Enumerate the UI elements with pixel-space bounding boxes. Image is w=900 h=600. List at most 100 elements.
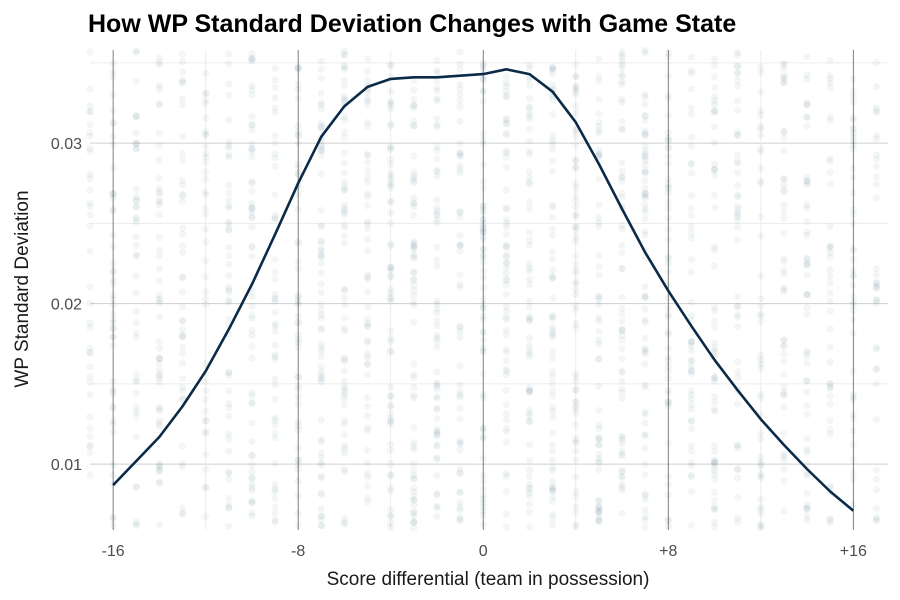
scatter-point	[525, 508, 534, 517]
scatter-point	[317, 512, 325, 520]
scatter-point	[687, 425, 695, 433]
scatter-point	[595, 317, 603, 325]
scatter-point	[803, 410, 811, 418]
scatter-point	[572, 291, 580, 299]
scatter-point	[687, 405, 695, 413]
scatter-point	[155, 366, 163, 374]
scatter-point	[641, 381, 649, 389]
scatter-point	[271, 215, 279, 223]
scatter-point	[132, 193, 140, 201]
scatter-point	[271, 485, 279, 493]
scatter-point	[86, 363, 94, 371]
scatter-point	[433, 431, 441, 439]
scatter-point	[363, 67, 372, 76]
scatter-point	[618, 177, 626, 186]
reference-lines-layer	[112, 50, 854, 530]
scatter-point	[641, 130, 649, 138]
scatter-point	[317, 57, 325, 65]
scatter-point	[456, 241, 464, 249]
scatter-point	[178, 190, 187, 198]
scatter-point	[710, 475, 719, 483]
scatter-point	[525, 473, 534, 481]
scatter-point	[872, 151, 881, 159]
scatter-point	[456, 488, 464, 496]
scatter-point	[155, 462, 163, 470]
scatter-point	[872, 284, 881, 292]
scatter-point	[271, 434, 279, 442]
scatter-point	[757, 88, 765, 96]
scatter-point	[780, 508, 788, 516]
scatter-point	[433, 429, 441, 437]
scatter-point	[780, 336, 788, 344]
scatter-point	[872, 271, 881, 279]
scatter-point	[525, 500, 534, 509]
scatter-point	[387, 181, 395, 189]
scatter-point	[525, 492, 534, 500]
scatter-point	[595, 503, 603, 512]
scatter-point	[317, 65, 325, 73]
scatter-point	[687, 417, 695, 425]
scatter-point	[826, 289, 834, 297]
scatter-point	[410, 424, 418, 432]
scatter-point	[317, 324, 325, 332]
scatter-point	[572, 102, 580, 110]
scatter-point	[433, 309, 441, 317]
scatter-point	[363, 151, 372, 159]
scatter-point	[710, 317, 719, 325]
scatter-point	[155, 211, 163, 219]
scatter-point	[248, 208, 256, 216]
scatter-point	[502, 147, 510, 156]
scatter-point	[572, 84, 580, 92]
scatter-point	[225, 220, 233, 228]
scatter-point	[710, 303, 719, 312]
scatter-point	[271, 503, 279, 511]
scatter-point	[132, 215, 140, 223]
scatter-point	[687, 521, 695, 530]
scatter-point	[155, 296, 163, 304]
scatter-point	[410, 518, 418, 526]
scatter-point	[710, 100, 719, 108]
scatter-point	[803, 377, 811, 385]
scatter-point	[387, 172, 395, 181]
scatter-point	[502, 367, 510, 375]
scatter-point	[317, 105, 325, 113]
scatter-point	[502, 116, 510, 124]
scatter-point	[872, 475, 881, 483]
scatter-point	[248, 57, 256, 65]
scatter-point	[502, 487, 510, 496]
scatter-point	[387, 471, 395, 479]
scatter-point	[641, 153, 649, 161]
scatter-point	[525, 417, 534, 425]
scatter-point	[456, 515, 464, 523]
scatter-point	[502, 72, 510, 80]
scatter-point	[410, 122, 418, 130]
scatter-point	[780, 229, 788, 237]
scatter-point	[525, 137, 534, 145]
scatter-point	[410, 276, 418, 284]
scatter-point	[433, 172, 441, 180]
scatter-point	[572, 164, 580, 172]
scatter-point	[202, 512, 210, 520]
scatter-point	[595, 72, 603, 80]
scatter-point	[641, 294, 649, 302]
scatter-point	[826, 272, 834, 281]
scatter-point	[363, 412, 372, 420]
scatter-point	[271, 295, 279, 303]
scatter-point	[687, 447, 695, 455]
scatter-point	[687, 366, 695, 375]
scatter-point	[456, 514, 464, 522]
scatter-point	[734, 158, 742, 166]
scatter-point	[178, 394, 187, 403]
scatter-point	[178, 156, 187, 164]
scatter-point	[155, 403, 163, 411]
scatter-point	[132, 520, 140, 528]
scatter-point	[155, 462, 163, 470]
scatter-point	[572, 503, 580, 511]
y-axis-title: WP Standard Deviation	[12, 190, 33, 387]
scatter-point	[549, 330, 557, 338]
scatter-point	[502, 243, 510, 252]
scatter-point	[687, 401, 695, 409]
scatter-point	[525, 61, 534, 69]
scatter-point	[225, 225, 233, 233]
